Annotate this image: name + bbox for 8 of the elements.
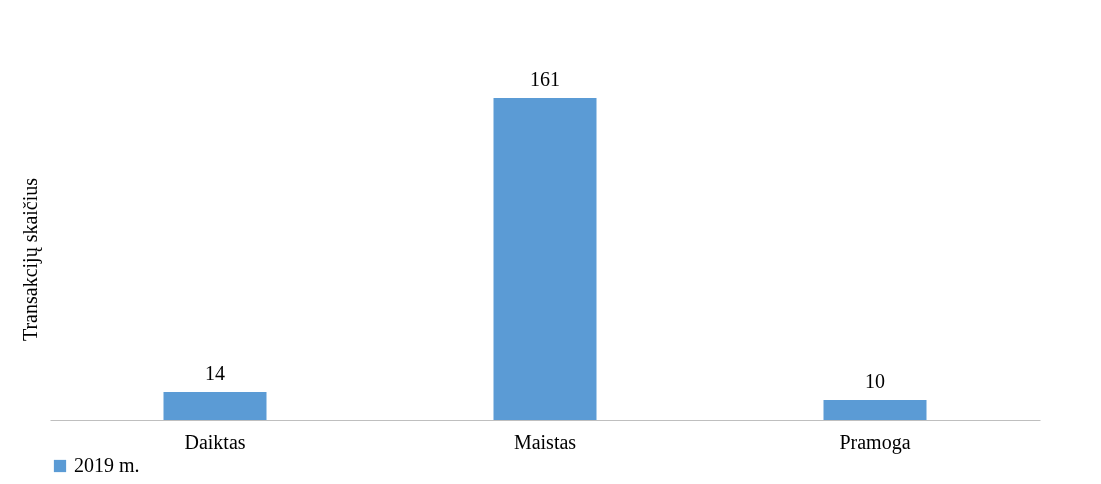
y-axis-title: Transakcijų skaičius [18, 177, 42, 342]
x-tick-label: Pramoga [839, 430, 911, 454]
legend-label: 2019 m. [74, 454, 140, 476]
x-tick-label: Maistas [513, 430, 577, 453]
data-label: 10 [865, 370, 885, 392]
data-label: 161 [530, 68, 560, 90]
x-tick-label: Daiktas [184, 430, 246, 453]
data-label: 14 [205, 362, 225, 384]
